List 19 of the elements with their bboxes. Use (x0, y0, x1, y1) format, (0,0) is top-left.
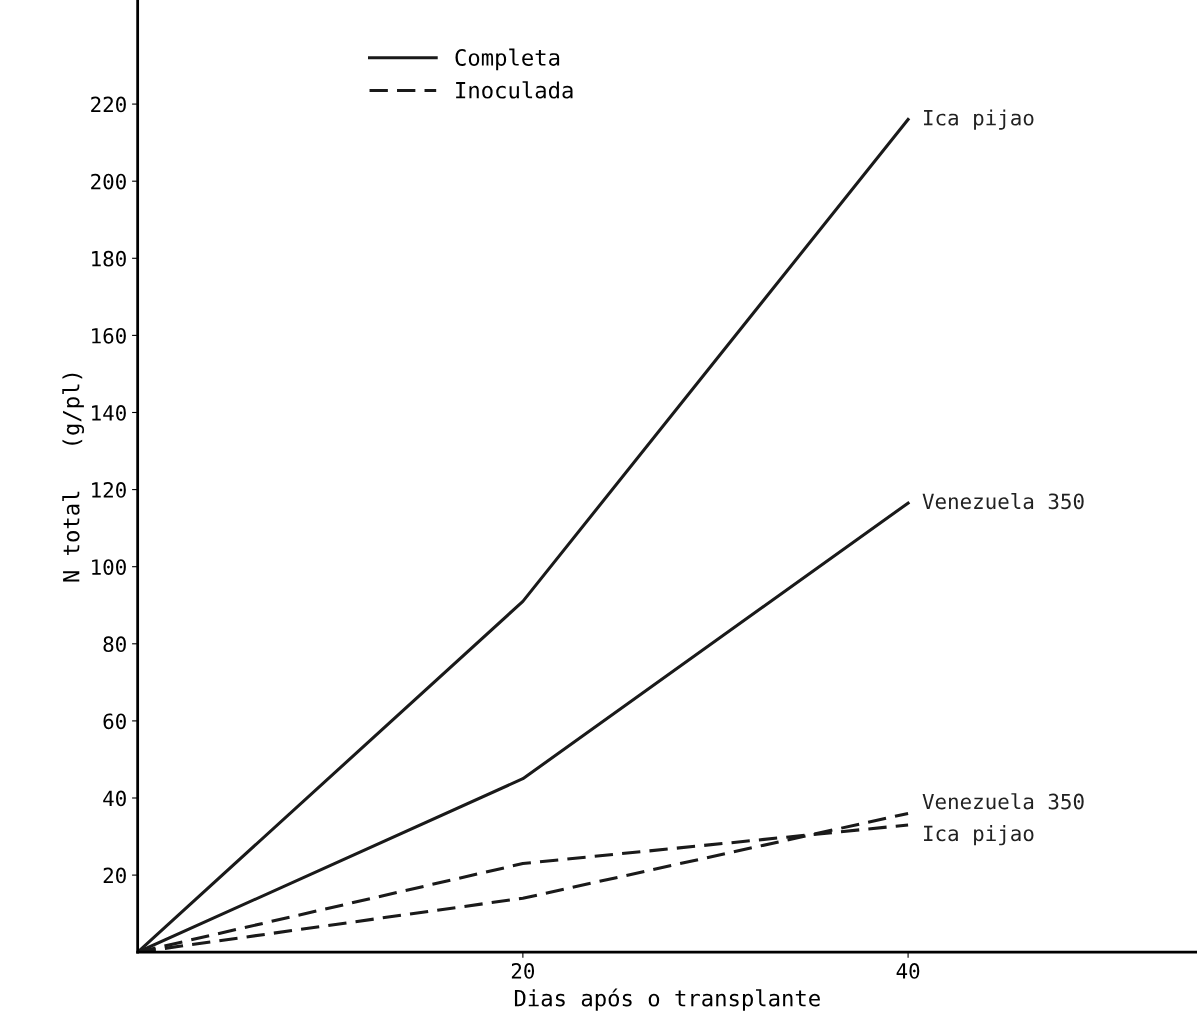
annotation: Venezuela 350 (922, 793, 1084, 810)
y-tick-label: 140 (92, 405, 126, 421)
x-axis-title: Dias após o transplante (514, 988, 820, 1011)
y-tick-label: 120 (92, 482, 126, 498)
y-tick-label: 20 (103, 867, 126, 884)
annotation: Ica pijao (924, 825, 1034, 846)
y-tick-label: 200 (91, 173, 126, 190)
y-tick-label: 160 (92, 327, 126, 344)
y-axis-title: N total (g/pl) (62, 373, 85, 582)
y-tick-label: 100 (92, 559, 126, 575)
annotation: Ica pijao (924, 109, 1034, 130)
y-tick-label: 80 (103, 636, 126, 653)
annotation: Venezuela 350 (922, 492, 1084, 510)
y-tick-label: 40 (103, 790, 126, 807)
legend-label: Completa (455, 48, 560, 71)
y-tick-label: 220 (91, 96, 126, 113)
legend-label: Inoculada (456, 81, 573, 99)
y-tick-label: 60 (103, 713, 126, 730)
y-tick-label: 180 (92, 250, 126, 267)
